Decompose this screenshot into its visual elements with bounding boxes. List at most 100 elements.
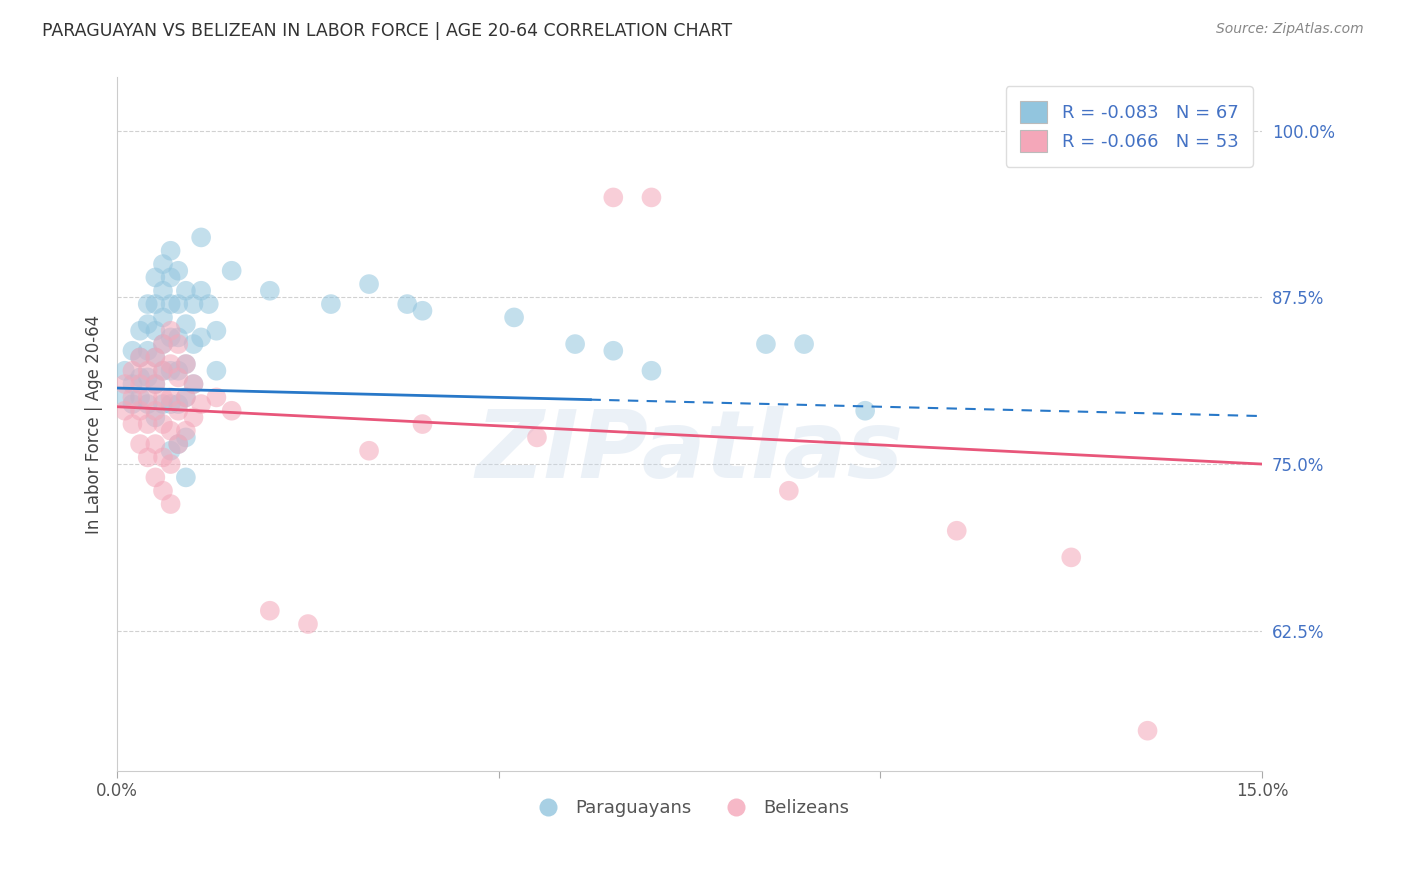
Point [143,297,166,311]
Point [143,351,166,365]
Point [167,403,190,417]
Point [143,270,166,285]
Point [564,337,586,351]
Point [167,337,190,351]
Point [129,403,152,417]
Point [152,450,174,465]
Point [136,397,159,411]
Point [1136,723,1159,738]
Point [152,364,174,378]
Point [136,450,159,465]
Point [159,497,181,511]
Point [129,351,152,365]
Point [1060,550,1083,565]
Point [129,437,152,451]
Point [143,410,166,425]
Point [136,317,159,331]
Point [143,324,166,338]
Point [114,364,136,378]
Point [190,284,212,298]
Point [159,397,181,411]
Point [167,264,190,278]
Point [205,364,228,378]
Point [640,190,662,204]
Point [159,443,181,458]
Point [297,617,319,632]
Point [143,403,166,417]
Point [152,391,174,405]
Point [152,337,174,351]
Point [152,364,174,378]
Point [602,343,624,358]
Point [183,337,205,351]
Point [174,317,197,331]
Point [167,330,190,344]
Point [640,364,662,378]
Point [174,391,197,405]
Point [121,343,143,358]
Point [205,391,228,405]
Point [190,330,212,344]
Point [129,370,152,384]
Point [396,297,419,311]
Point [121,391,143,405]
Point [526,430,548,444]
Y-axis label: In Labor Force | Age 20-64: In Labor Force | Age 20-64 [86,315,103,533]
Point [167,364,190,378]
Point [121,364,143,378]
Point [159,297,181,311]
Point [174,424,197,438]
Point [136,343,159,358]
Point [945,524,967,538]
Point [159,270,181,285]
Point [152,417,174,431]
Legend: Paraguayans, Belizeans: Paraguayans, Belizeans [523,791,856,824]
Point [411,417,433,431]
Point [319,297,342,311]
Point [259,284,281,298]
Point [129,391,152,405]
Point [167,370,190,384]
Point [114,391,136,405]
Point [159,330,181,344]
Point [159,357,181,371]
Point [183,410,205,425]
Point [183,297,205,311]
Point [152,337,174,351]
Point [143,470,166,484]
Point [259,604,281,618]
Point [143,377,166,392]
Point [136,297,159,311]
Point [159,324,181,338]
Point [136,370,159,384]
Point [152,483,174,498]
Point [174,357,197,371]
Point [129,324,152,338]
Text: Source: ZipAtlas.com: Source: ZipAtlas.com [1216,22,1364,37]
Point [174,430,197,444]
Point [167,437,190,451]
Point [221,403,243,417]
Point [197,297,219,311]
Point [114,403,136,417]
Point [159,457,181,471]
Point [793,337,815,351]
Point [121,417,143,431]
Point [778,483,800,498]
Point [136,391,159,405]
Point [167,397,190,411]
Point [205,324,228,338]
Point [174,470,197,484]
Point [152,310,174,325]
Point [152,284,174,298]
Point [174,284,197,298]
Point [755,337,778,351]
Point [143,351,166,365]
Point [221,264,243,278]
Point [174,391,197,405]
Point [121,397,143,411]
Text: PARAGUAYAN VS BELIZEAN IN LABOR FORCE | AGE 20-64 CORRELATION CHART: PARAGUAYAN VS BELIZEAN IN LABOR FORCE | … [42,22,733,40]
Point [152,397,174,411]
Point [174,357,197,371]
Point [183,377,205,392]
